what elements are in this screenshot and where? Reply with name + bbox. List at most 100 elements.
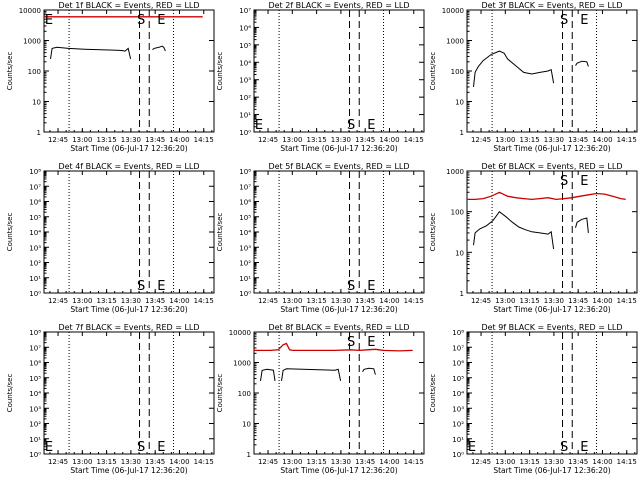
x-tick-label: 12:45 — [48, 458, 68, 466]
events-series-line — [575, 217, 589, 233]
x-tick-label: 13:45 — [568, 136, 588, 144]
y-tick-label: 10¹ — [29, 275, 41, 283]
x-tick-label: 13:45 — [568, 458, 588, 466]
x-tick-label: 13:15 — [307, 297, 327, 305]
y-tick-label: 10⁸ — [452, 329, 464, 337]
y-axis-label: Counts/sec — [429, 374, 437, 413]
y-tick-label: 10 — [242, 421, 251, 429]
y-tick-label: 10² — [29, 421, 41, 429]
y-tick-label: 10⁶ — [29, 199, 41, 207]
y-tick-label: 10⁵ — [239, 214, 251, 222]
x-axis-label: Start Time (06-Jul-17 12:36:20) — [70, 144, 187, 153]
y-tick-label: 10³ — [452, 405, 464, 413]
y-tick-label: 10 — [455, 249, 464, 257]
x-tick-label: 14:00 — [592, 458, 612, 466]
x-tick-label: 13:30 — [544, 297, 564, 305]
chart-title: Det 4f BLACK = Events, RED = LLD — [58, 162, 199, 171]
x-tick-label: 13:15 — [520, 297, 540, 305]
x-tick-label: 12:45 — [48, 297, 68, 305]
y-tick-label: 10⁵ — [452, 375, 464, 383]
x-tick-label: 14:00 — [379, 136, 399, 144]
y-tick-label: 10 — [32, 99, 41, 107]
x-tick-label: 14:15 — [617, 136, 637, 144]
x-tick-label: 13:45 — [355, 297, 375, 305]
y-axis-label: Counts/sec — [216, 52, 224, 91]
x-axis-label: Start Time (06-Jul-17 12:36:20) — [280, 305, 397, 314]
x-tick-label: 14:15 — [194, 458, 214, 466]
y-tick-label: 1 — [37, 129, 41, 137]
x-tick-label: 13:30 — [121, 136, 141, 144]
x-axis-label: Start Time (06-Jul-17 12:36:20) — [70, 305, 187, 314]
y-tick-label: 1000 — [233, 360, 251, 368]
x-tick-label: 14:15 — [404, 136, 424, 144]
y-tick-label: 1000 — [446, 168, 464, 176]
x-tick-label: 13:00 — [72, 136, 92, 144]
y-tick-label: 10⁶ — [239, 199, 251, 207]
events-series-line — [362, 367, 376, 375]
marker-e-label: E — [367, 279, 375, 294]
marker-s-label: S — [347, 118, 355, 133]
marker-s-label: S — [137, 279, 145, 294]
y-tick-label: 10⁴ — [239, 59, 251, 67]
y-axis-label: Counts/sec — [429, 213, 437, 252]
x-tick-label: 13:15 — [97, 136, 117, 144]
marker-start-label: E — [45, 13, 53, 28]
x-tick-label: 13:00 — [282, 458, 302, 466]
marker-start-label: E — [468, 440, 476, 455]
chart-panel-8: Det 8f BLACK = Events, RED = LLD 12:45 13:… — [216, 323, 425, 475]
x-tick-label: 13:00 — [282, 136, 302, 144]
x-tick-label: 13:45 — [355, 458, 375, 466]
x-axis-label: Start Time (06-Jul-17 12:36:20) — [493, 144, 610, 153]
y-tick-label: 10⁵ — [29, 214, 41, 222]
y-tick-label: 10⁷ — [239, 7, 251, 15]
x-tick-label: 14:15 — [617, 458, 637, 466]
y-tick-label: 1000 — [446, 38, 464, 46]
y-tick-label: 10⁷ — [452, 344, 464, 352]
y-tick-label: 10⁵ — [29, 375, 41, 383]
marker-e-label: E — [157, 13, 165, 28]
marker-s-label: S — [560, 13, 568, 28]
marker-start-label: E — [45, 440, 53, 455]
y-axis-label: Counts/sec — [6, 213, 14, 252]
marker-e-label: E — [157, 440, 165, 455]
y-axis-label: Counts/sec — [429, 52, 437, 91]
x-axis-label: Start Time (06-Jul-17 12:36:20) — [280, 144, 397, 153]
x-tick-label: 14:15 — [617, 297, 637, 305]
x-tick-label: 13:30 — [331, 297, 351, 305]
y-tick-label: 10¹ — [239, 112, 251, 120]
y-tick-label: 1 — [460, 129, 464, 137]
marker-s-label: S — [560, 440, 568, 455]
y-tick-label: 10⁴ — [29, 229, 41, 237]
chart-panel-1: Det 1f BLACK = Events, RED = LLD 12:45 13:… — [6, 1, 215, 153]
y-axis-label: Counts/sec — [6, 52, 14, 91]
x-tick-label: 13:15 — [520, 458, 540, 466]
x-axis-label: Start Time (06-Jul-17 12:36:20) — [493, 305, 610, 314]
y-tick-label: 10000 — [442, 7, 464, 15]
x-tick-label: 13:00 — [282, 297, 302, 305]
marker-s-label: S — [137, 440, 145, 455]
chart-title: Det 2f BLACK = Events, RED = LLD — [268, 1, 409, 10]
x-axis-label: Start Time (06-Jul-17 12:36:20) — [70, 466, 187, 475]
y-tick-label: 10⁴ — [29, 390, 41, 398]
x-tick-label: 14:00 — [592, 297, 612, 305]
y-tick-label: 10² — [29, 260, 41, 268]
y-axis-label: Counts/sec — [6, 374, 14, 413]
y-tick-label: 10 — [455, 99, 464, 107]
y-tick-label: 1 — [247, 451, 251, 459]
x-tick-label: 13:30 — [544, 458, 564, 466]
y-tick-label: 10⁰ — [29, 290, 41, 298]
y-axis-label: Counts/sec — [216, 374, 224, 413]
marker-s-label: S — [347, 335, 355, 350]
x-tick-label: 13:45 — [568, 297, 588, 305]
marker-start-label: E — [255, 118, 263, 133]
x-tick-label: 13:00 — [495, 458, 515, 466]
lld-series-line — [467, 191, 626, 201]
chart-panel-5: Det 5f BLACK = Events, RED = LLD 12:45 13:… — [216, 162, 425, 314]
y-tick-label: 1 — [460, 290, 464, 298]
x-tick-label: 14:15 — [404, 297, 424, 305]
y-tick-label: 10000 — [229, 329, 251, 337]
y-tick-label: 100 — [451, 209, 464, 217]
y-tick-label: 10⁸ — [29, 329, 41, 337]
x-tick-label: 13:15 — [307, 458, 327, 466]
marker-e-label: E — [580, 174, 588, 189]
